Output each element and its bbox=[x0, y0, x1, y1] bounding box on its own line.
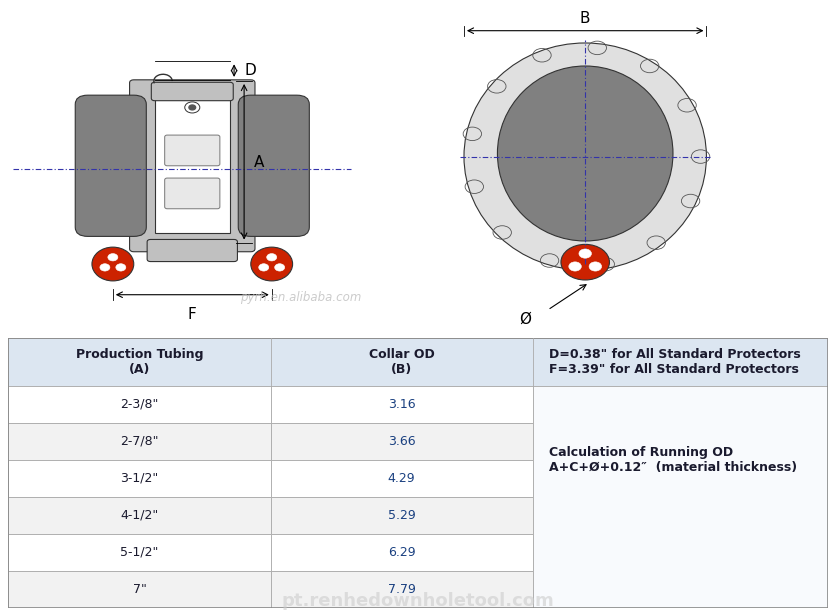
Ellipse shape bbox=[497, 66, 673, 241]
Text: 6.29: 6.29 bbox=[388, 546, 415, 559]
Bar bbox=[271, 497, 533, 534]
Bar bbox=[533, 386, 828, 608]
Text: D=0.38" for All Standard Protectors
F=3.39" for All Standard Protectors: D=0.38" for All Standard Protectors F=3.… bbox=[549, 348, 801, 376]
Ellipse shape bbox=[561, 244, 609, 280]
Text: 4-1/2": 4-1/2" bbox=[120, 509, 159, 522]
Circle shape bbox=[108, 254, 118, 261]
Bar bbox=[8, 497, 271, 534]
Circle shape bbox=[267, 254, 277, 261]
Text: 3.16: 3.16 bbox=[388, 398, 415, 411]
Bar bbox=[8, 423, 271, 460]
Bar bbox=[271, 534, 533, 571]
Text: A: A bbox=[254, 155, 264, 170]
Circle shape bbox=[99, 263, 110, 271]
Bar bbox=[8, 386, 271, 423]
Bar bbox=[155, 98, 230, 233]
Text: F: F bbox=[188, 307, 196, 322]
Text: D: D bbox=[244, 63, 256, 78]
Circle shape bbox=[568, 262, 581, 271]
Ellipse shape bbox=[464, 43, 706, 270]
Text: pyrh.en.alibaba.com: pyrh.en.alibaba.com bbox=[240, 291, 362, 305]
Bar bbox=[271, 423, 533, 460]
Text: 3-1/2": 3-1/2" bbox=[120, 472, 159, 485]
Bar bbox=[271, 386, 533, 423]
Circle shape bbox=[275, 263, 285, 271]
FancyBboxPatch shape bbox=[238, 95, 309, 236]
Circle shape bbox=[189, 105, 196, 110]
Bar bbox=[271, 460, 533, 497]
Ellipse shape bbox=[92, 247, 134, 281]
Circle shape bbox=[589, 262, 602, 271]
Text: 2-3/8": 2-3/8" bbox=[120, 398, 159, 411]
Text: B: B bbox=[580, 11, 590, 26]
Ellipse shape bbox=[251, 247, 293, 281]
FancyBboxPatch shape bbox=[147, 239, 237, 262]
Bar bbox=[8, 338, 828, 386]
FancyBboxPatch shape bbox=[151, 82, 233, 101]
Text: 3.66: 3.66 bbox=[388, 435, 415, 448]
Text: Ø: Ø bbox=[519, 312, 531, 327]
Text: Collar OD
(B): Collar OD (B) bbox=[369, 348, 435, 376]
Circle shape bbox=[116, 263, 126, 271]
Text: 4.29: 4.29 bbox=[388, 472, 415, 485]
FancyBboxPatch shape bbox=[130, 80, 255, 252]
Bar bbox=[8, 534, 271, 571]
Bar bbox=[271, 571, 533, 608]
FancyBboxPatch shape bbox=[165, 135, 220, 166]
Text: Production Tubing
(A): Production Tubing (A) bbox=[76, 348, 203, 376]
Bar bbox=[8, 460, 271, 497]
Circle shape bbox=[258, 263, 268, 271]
FancyBboxPatch shape bbox=[75, 95, 146, 236]
Bar bbox=[8, 571, 271, 608]
FancyBboxPatch shape bbox=[165, 178, 220, 209]
Text: 7": 7" bbox=[133, 583, 146, 596]
Text: 7.79: 7.79 bbox=[388, 583, 415, 596]
Circle shape bbox=[579, 249, 592, 258]
Text: 5-1/2": 5-1/2" bbox=[120, 546, 159, 559]
Text: pt.renhedownholetool.com: pt.renhedownholetool.com bbox=[282, 592, 554, 610]
Text: Calculation of Running OD
A+C+Ø+0.12″  (material thickness): Calculation of Running OD A+C+Ø+0.12″ (m… bbox=[549, 446, 798, 474]
Text: 2-7/8": 2-7/8" bbox=[120, 435, 159, 448]
Text: 5.29: 5.29 bbox=[388, 509, 415, 522]
